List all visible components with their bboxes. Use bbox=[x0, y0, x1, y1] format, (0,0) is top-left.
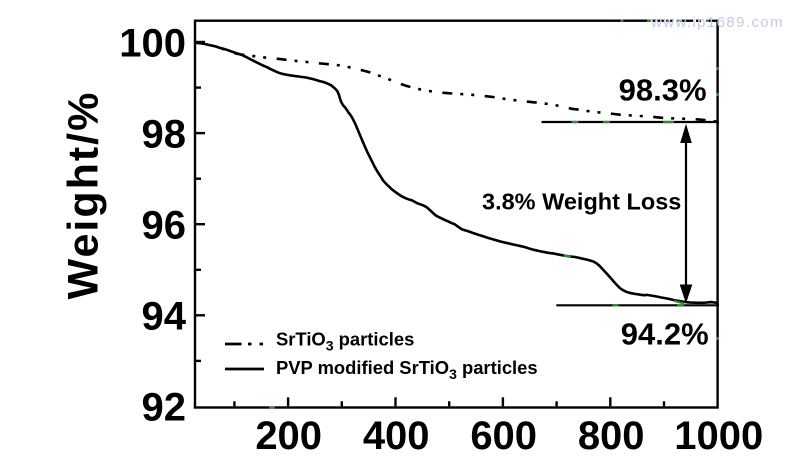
svg-text:98.3%: 98.3% bbox=[619, 73, 707, 108]
svg-text:100: 100 bbox=[119, 21, 186, 65]
svg-text:98: 98 bbox=[142, 112, 187, 156]
svg-text:PVP modified SrTiO3 particles: PVP modified SrTiO3 particles bbox=[276, 357, 538, 382]
svg-text:1000: 1000 bbox=[674, 414, 763, 458]
svg-text:800: 800 bbox=[578, 414, 645, 458]
svg-text:400: 400 bbox=[363, 414, 430, 458]
svg-text:Weight/%: Weight/% bbox=[60, 91, 108, 300]
svg-text:96: 96 bbox=[142, 204, 187, 248]
svg-text:600: 600 bbox=[470, 414, 537, 458]
svg-text:www.ip1689.com: www.ip1689.com bbox=[650, 14, 784, 31]
svg-text:3.8% Weight Loss: 3.8% Weight Loss bbox=[482, 189, 681, 215]
svg-text:200: 200 bbox=[255, 414, 322, 458]
svg-text:94.2%: 94.2% bbox=[621, 317, 709, 352]
svg-text:SrTiO3 particles: SrTiO3 particles bbox=[276, 329, 414, 354]
svg-text:92: 92 bbox=[142, 386, 187, 430]
svg-text:94: 94 bbox=[142, 295, 187, 339]
